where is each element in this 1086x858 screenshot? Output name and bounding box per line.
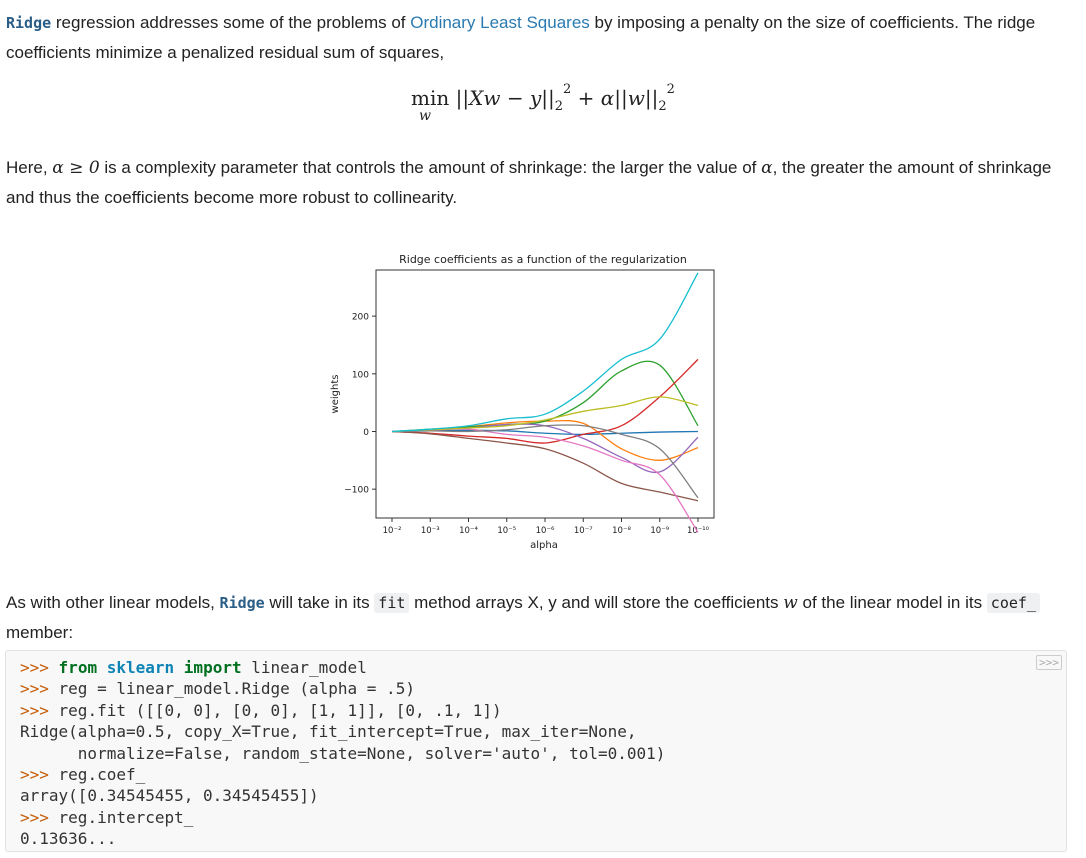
intro-paragraph: Ridge regression addresses some of the p…	[6, 8, 1066, 67]
chart-title: Ridge coefficients as a function of the …	[399, 253, 687, 266]
series-line-2	[391, 419, 699, 461]
min-operator: min w	[411, 86, 450, 124]
alpha-paragraph: Here, α ≥ 0 is a complexity parameter th…	[6, 158, 1052, 207]
series-line-10	[391, 272, 699, 433]
series-line-7	[391, 428, 699, 533]
x-tick-label: 10⁻⁷	[574, 526, 593, 536]
w-symbol: w	[783, 593, 798, 613]
ridge-code-inline[interactable]: Ridge	[219, 594, 265, 612]
toggle-prompt-button[interactable]: >>>	[1036, 655, 1062, 670]
alpha-constraint: α ≥ 0	[52, 158, 100, 178]
x-tick-label: 10⁻³	[421, 526, 440, 536]
series-line-3	[391, 360, 699, 433]
code-example-block: >>> >>> from sklearn import linear_model…	[5, 650, 1067, 852]
series-line-6	[391, 430, 699, 502]
x-axis-label: alpha	[530, 540, 558, 551]
x-tick-label: 10⁻¹⁰	[687, 526, 710, 536]
formula-body: ||Xw − y||22 + α||w||22	[455, 82, 675, 114]
ridge-objective-formula: min w ||Xw − y||22 + α||w||22	[0, 82, 1086, 124]
x-tick-label: 10⁻²	[383, 526, 402, 536]
code-example: >>> from sklearn import linear_model >>>…	[20, 658, 666, 849]
y-axis-label: weights	[330, 375, 341, 414]
y-tick-label: 0	[363, 428, 369, 438]
x-tick-label: 10⁻⁸	[612, 526, 631, 536]
y-tick-label: −100	[344, 486, 369, 496]
fit-code-inline: fit	[374, 593, 410, 613]
intro-text-1: regression addresses some of the problem…	[51, 13, 411, 32]
ordinary-least-squares-link[interactable]: Ordinary Least Squares	[410, 13, 590, 32]
min-subscript: w	[419, 108, 432, 124]
series-line-9	[391, 396, 699, 433]
ridge-code[interactable]: Ridge	[6, 14, 52, 32]
series-line-8	[391, 424, 699, 499]
x-tick-label: 10⁻⁴	[459, 526, 478, 536]
y-tick-label: 100	[352, 370, 369, 380]
usage-paragraph: As with other linear models, Ridge will …	[6, 588, 1066, 647]
x-tick-label: 10⁻⁶	[536, 526, 555, 536]
x-tick-label: 10⁻⁵	[497, 526, 516, 536]
y-axis: 200 100 0 −100	[344, 313, 376, 496]
series-line-4	[391, 358, 699, 444]
series-lines	[391, 272, 699, 533]
x-axis: 10⁻² 10⁻³ 10⁻⁴ 10⁻⁵ 10⁻⁶ 10⁻⁷ 10⁻⁸ 10⁻⁹ 10⁻¹⁰	[383, 518, 710, 536]
y-tick-label: 200	[352, 313, 369, 323]
alpha-symbol: α	[761, 158, 773, 178]
intro-text-2: by imposing a penalty on the size of coe…	[6, 13, 1036, 62]
x-tick-label: 10⁻⁹	[650, 526, 669, 536]
coef-code-inline: coef_	[986, 593, 1040, 613]
ridge-coefficients-chart: Ridge coefficients as a function of the …	[330, 253, 715, 551]
